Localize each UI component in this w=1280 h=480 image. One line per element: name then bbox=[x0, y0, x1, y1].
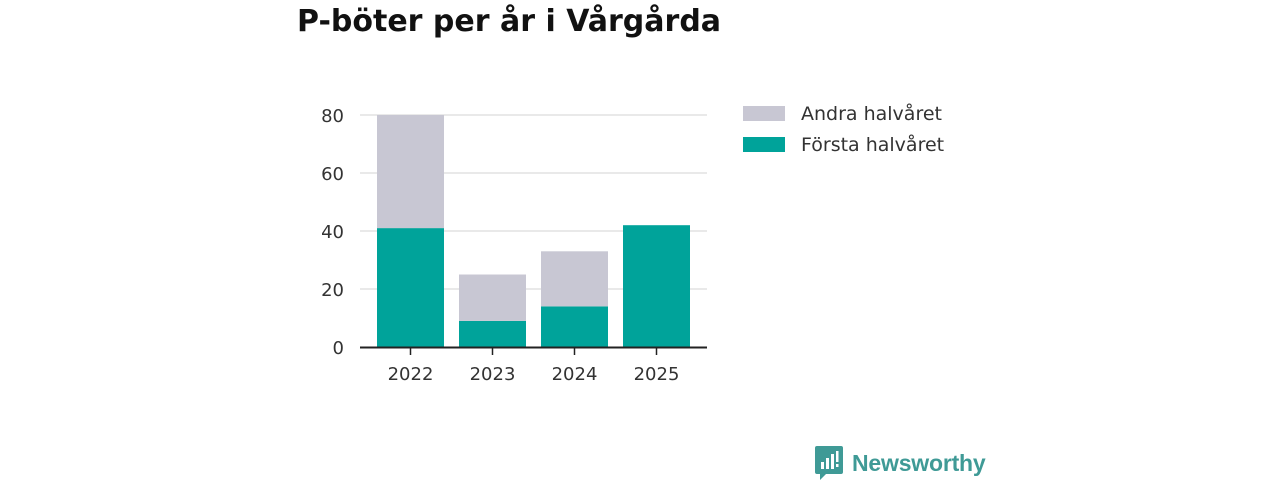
bars bbox=[377, 115, 690, 347]
bar-2025-forsta bbox=[623, 225, 690, 347]
newsworthy-logo: Newsworthy bbox=[815, 446, 986, 480]
y-tick-label: 40 bbox=[321, 222, 344, 243]
legend-item-andra: Andra halvåret bbox=[743, 98, 944, 129]
bar-2024-forsta bbox=[541, 306, 608, 347]
x-tick-label: 2023 bbox=[470, 364, 516, 385]
newsworthy-logo-text: Newsworthy bbox=[852, 449, 986, 476]
bar-2024-andra bbox=[541, 251, 608, 307]
legend-label-andra: Andra halvåret bbox=[801, 102, 942, 125]
y-tick-label: 0 bbox=[333, 338, 344, 359]
bar-2022-andra bbox=[377, 115, 444, 229]
bar-2022-forsta bbox=[377, 228, 444, 347]
x-tick-label: 2025 bbox=[634, 364, 680, 385]
legend-item-forsta: Första halvåret bbox=[743, 129, 944, 160]
legend-swatch-forsta bbox=[743, 137, 785, 152]
y-tick-label: 20 bbox=[321, 280, 344, 301]
legend: Andra halvåret Första halvåret bbox=[743, 98, 944, 160]
y-axis-ticks: 0 20 40 60 80 bbox=[321, 106, 344, 359]
x-tick-label: 2022 bbox=[388, 364, 434, 385]
x-axis-ticks: 2022 2023 2024 2025 bbox=[388, 347, 680, 385]
legend-swatch-andra bbox=[743, 106, 785, 121]
newsworthy-logo-icon bbox=[815, 446, 843, 480]
x-tick-label: 2024 bbox=[552, 364, 598, 385]
chart-title: P-böter per år i Vårgårda bbox=[297, 4, 722, 39]
y-tick-label: 80 bbox=[321, 106, 344, 127]
legend-label-forsta: Första halvåret bbox=[801, 133, 945, 156]
y-tick-label: 60 bbox=[321, 164, 344, 185]
bar-2023-forsta bbox=[459, 320, 526, 347]
bar-2023-andra bbox=[459, 274, 526, 321]
